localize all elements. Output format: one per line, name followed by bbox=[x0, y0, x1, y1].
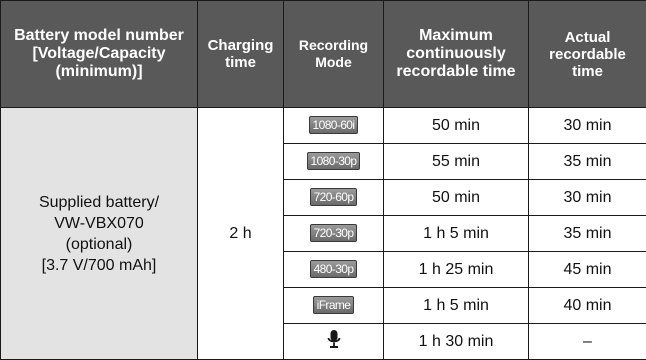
mode-720-60p-icon: 720-60p bbox=[309, 188, 358, 207]
actual-time-cell: – bbox=[528, 323, 646, 360]
recording-mode-cell bbox=[283, 323, 384, 360]
mode-480-30p-icon: 480-30p bbox=[309, 260, 358, 279]
battery-line: [3.7 V/700 mAh] bbox=[41, 256, 157, 274]
max-time-cell: 1 h 30 min bbox=[383, 323, 529, 360]
table-row: 480-30p 1 h 25 min 45 min bbox=[1, 251, 646, 288]
mode-720-30p-icon: 720-30p bbox=[309, 224, 358, 243]
battery-model-cell: Supplied battery/ VW-VBX070 (optional) [… bbox=[0, 107, 198, 360]
charging-time-cell: 2 h bbox=[197, 107, 284, 360]
microphone-icon bbox=[326, 329, 342, 354]
battery-line: Supplied battery/ bbox=[38, 193, 160, 211]
header-actual-recordable-time: Actual recordable time bbox=[528, 0, 646, 108]
header-recording-mode: Recording Mode bbox=[283, 0, 384, 108]
max-time-cell: 50 min bbox=[383, 107, 529, 144]
max-time-cell: 1 h 25 min bbox=[383, 251, 529, 288]
mode-1080-60i-icon: 1080-60i bbox=[308, 116, 359, 135]
recording-mode-cell: 1080-60i bbox=[283, 107, 384, 144]
actual-time-cell: 30 min bbox=[528, 107, 646, 144]
max-time-cell: 1 h 5 min bbox=[383, 215, 529, 252]
actual-time-cell: 45 min bbox=[528, 251, 646, 288]
mode-iframe-icon: iFrame bbox=[312, 296, 355, 315]
header-row: Battery model number [Voltage/Capacity (… bbox=[0, 0, 646, 108]
header-max-recordable-time: Maximum continuously recordable time bbox=[383, 0, 529, 108]
header-battery-model: Battery model number [Voltage/Capacity (… bbox=[0, 0, 198, 108]
table-row: 720-30p 1 h 5 min 35 min bbox=[1, 215, 646, 252]
actual-time-cell: 35 min bbox=[528, 215, 646, 252]
mode-1080-30p-icon: 1080-30p bbox=[306, 152, 361, 171]
table-row: 1080-30p 55 min 35 min bbox=[1, 143, 646, 180]
actual-time-cell: 40 min bbox=[528, 287, 646, 324]
battery-line: VW-VBX070 bbox=[54, 214, 144, 232]
max-time-cell: 55 min bbox=[383, 143, 529, 180]
recording-mode-cell: 480-30p bbox=[283, 251, 384, 288]
recording-mode-cell: 720-60p bbox=[283, 179, 384, 216]
table-row: iFrame 1 h 5 min 40 min bbox=[1, 287, 646, 324]
recording-mode-cell: 720-30p bbox=[283, 215, 384, 252]
actual-time-cell: 35 min bbox=[528, 143, 646, 180]
table-row: Supplied battery/ VW-VBX070 (optional) [… bbox=[0, 107, 646, 360]
header-charging-time: Charging time bbox=[197, 0, 284, 108]
recording-mode-cell: 1080-30p bbox=[283, 143, 384, 180]
table-row: 1 h 30 min – bbox=[1, 323, 646, 360]
actual-time-cell: 30 min bbox=[528, 179, 646, 216]
max-time-cell: 50 min bbox=[383, 179, 529, 216]
max-time-cell: 1 h 5 min bbox=[383, 287, 529, 324]
recording-mode-cell: iFrame bbox=[283, 287, 384, 324]
table-row: 720-60p 50 min 30 min bbox=[1, 179, 646, 216]
battery-line: (optional) bbox=[65, 235, 133, 253]
